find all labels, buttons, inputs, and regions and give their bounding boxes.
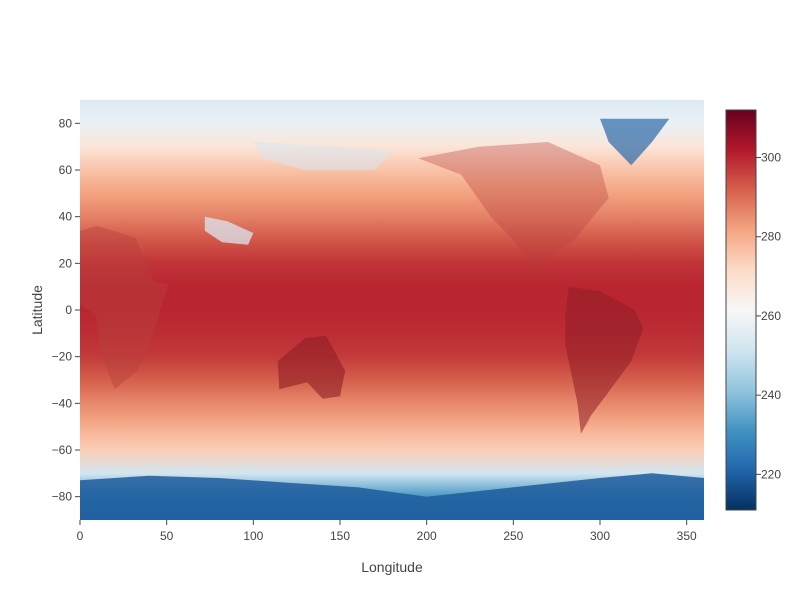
north-america-shape xyxy=(418,142,609,268)
colorbar-tick-label: 260 xyxy=(761,309,781,323)
x-tick-label: 0 xyxy=(77,529,84,543)
x-axis-ticks: 0 50 100 150 200 250 300 350 xyxy=(77,520,697,543)
continent-overlay xyxy=(80,118,704,520)
y-tick-label: 40 xyxy=(59,210,73,224)
plot-area[interactable] xyxy=(71,100,704,520)
x-tick-label: 250 xyxy=(503,529,523,543)
y-tick-label: −40 xyxy=(52,396,73,410)
y-tick-label: 0 xyxy=(65,303,72,317)
y-tick-label: 20 xyxy=(59,256,73,270)
y-tick-label: 60 xyxy=(59,163,73,177)
australia-shape xyxy=(277,335,346,399)
colorbar-ticks: 220 240 260 280 300 xyxy=(756,151,781,481)
x-tick-label: 50 xyxy=(160,529,174,543)
y-tick-label: 80 xyxy=(59,116,73,130)
y-tick-label: −20 xyxy=(52,350,73,364)
colorbar-tick-label: 220 xyxy=(761,467,781,481)
y-axis-title: Latitude xyxy=(29,285,45,335)
x-axis-title: Longitude xyxy=(361,559,423,575)
colorbar-tick-label: 300 xyxy=(761,151,781,165)
antarctica-shape xyxy=(80,473,704,520)
y-tick-label: −60 xyxy=(52,443,73,457)
x-tick-label: 150 xyxy=(330,529,350,543)
y-axis-ticks: −80 −60 −40 −20 0 20 40 60 80 xyxy=(52,116,80,504)
africa-shape xyxy=(80,226,169,390)
colorbar-tick-label: 280 xyxy=(761,230,781,244)
x-tick-label: 300 xyxy=(590,529,610,543)
x-tick-label: 350 xyxy=(677,529,697,543)
tibet-cold-shape xyxy=(204,216,254,245)
x-tick-label: 100 xyxy=(243,529,263,543)
colorbar-tick-label: 240 xyxy=(761,388,781,402)
south-america-shape xyxy=(565,286,644,434)
siberia-cold-shape xyxy=(253,142,392,170)
colorbar: 220 240 260 280 300 xyxy=(725,109,781,511)
greenland-cold-shape xyxy=(600,118,670,166)
y-tick-label: −80 xyxy=(52,490,73,504)
colorbar-gradient xyxy=(725,109,757,511)
x-tick-label: 200 xyxy=(417,529,437,543)
